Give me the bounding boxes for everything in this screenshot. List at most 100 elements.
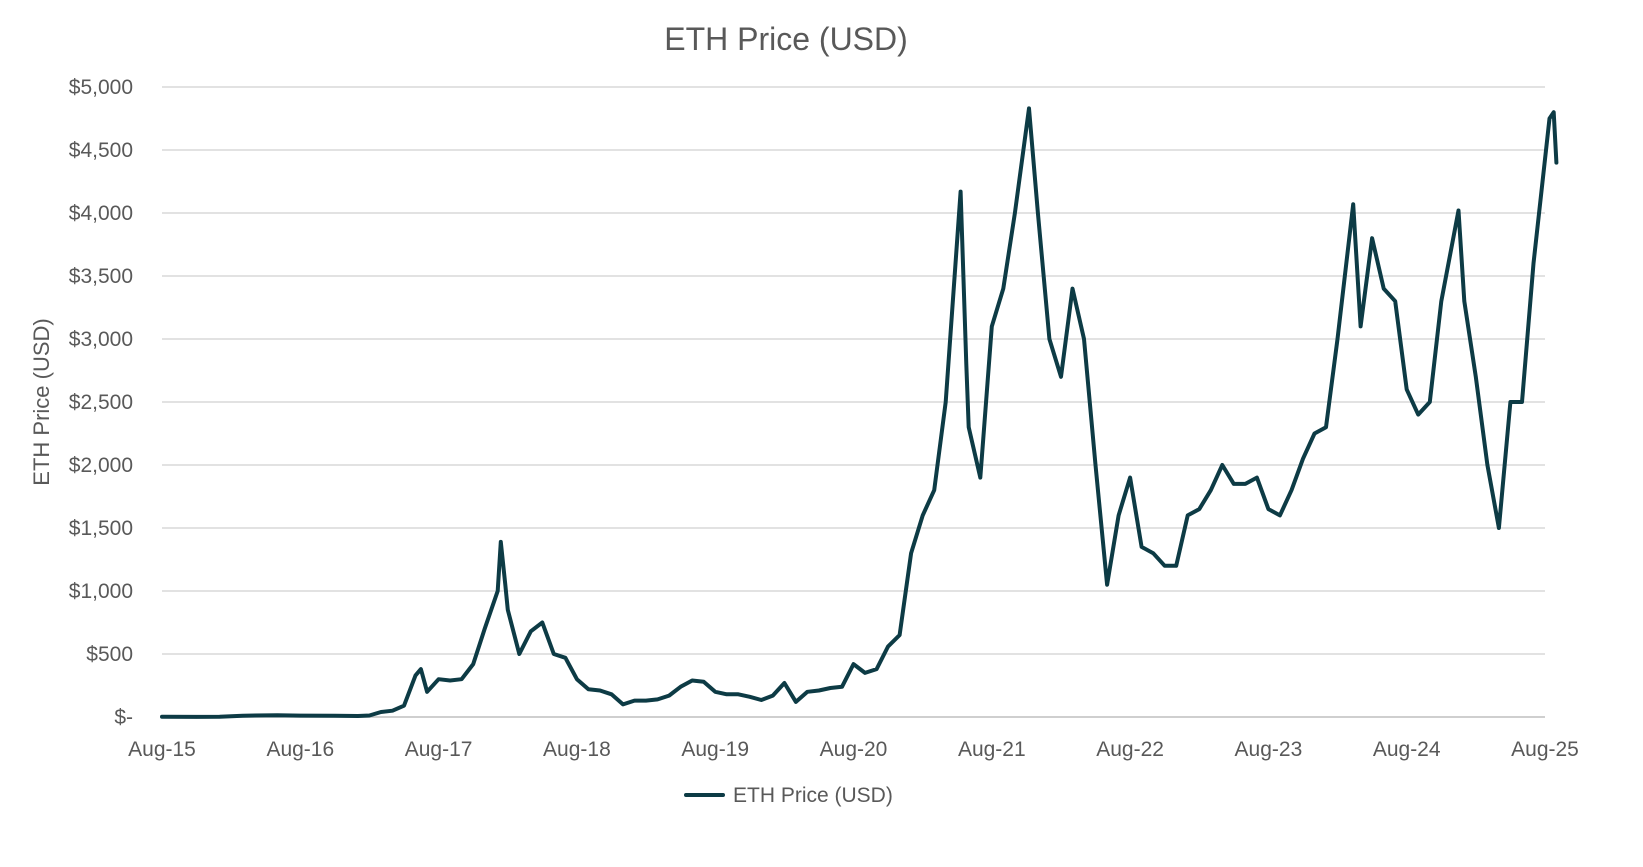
data-point: [887, 645, 889, 647]
data-point: [507, 609, 509, 611]
data-point: [1256, 477, 1258, 479]
data-point: [1337, 338, 1338, 340]
data-point: [965, 363, 967, 365]
data-point: [1164, 565, 1166, 567]
data-point: [1429, 401, 1431, 403]
y-tick-label: $1,000: [69, 580, 133, 603]
data-point: [334, 715, 336, 717]
legend-label: ETH Price (USD): [733, 784, 893, 807]
data-point: [1118, 514, 1120, 516]
data-point: [1233, 483, 1235, 485]
data-point: [1198, 508, 1200, 510]
data-point: [910, 552, 912, 554]
data-point: [1175, 565, 1177, 567]
y-tick-label: $4,000: [69, 202, 133, 225]
x-axis-tick-labels: Aug-15 Aug-16 Aug-17 Aug-18 Aug-19 Aug-20 Aug-…: [128, 738, 1579, 761]
data-point: [1221, 464, 1223, 466]
data-point: [564, 657, 566, 659]
data-point: [1279, 514, 1281, 516]
y-tick-label: $5,000: [69, 76, 133, 99]
data-point: [691, 680, 693, 681]
data-point: [242, 715, 244, 717]
data-point: [1521, 401, 1523, 403]
data-point: [1458, 210, 1459, 211]
data-point: [276, 714, 278, 716]
data-point: [1083, 338, 1085, 340]
data-point: [703, 681, 705, 683]
data-point: [899, 634, 901, 636]
data-point: [979, 477, 981, 479]
data-point: [1394, 300, 1396, 302]
data-point: [783, 682, 785, 684]
data-point: [161, 716, 163, 718]
data-point: [1406, 388, 1408, 390]
data-point: [1463, 300, 1465, 302]
data-point: [1440, 300, 1442, 302]
data-point: [645, 700, 647, 702]
data-point: [829, 687, 831, 689]
series-line-eth-price: [160, 106, 1559, 719]
data-point: [1028, 107, 1030, 109]
data-point: [553, 653, 555, 655]
x-tick-label: Aug-16: [266, 738, 334, 761]
data-point: [1244, 483, 1246, 485]
data-point: [500, 541, 502, 543]
data-point: [922, 514, 924, 516]
data-point: [680, 686, 682, 688]
data-point: [587, 688, 589, 690]
data-point: [1267, 508, 1269, 510]
data-point: [1037, 212, 1039, 214]
data-point: [518, 653, 520, 655]
y-tick-label: $2,500: [69, 391, 133, 414]
data-point: [438, 678, 440, 680]
data-point: [726, 693, 728, 695]
data-point: [1302, 458, 1304, 460]
data-point: [1048, 338, 1050, 340]
data-point: [392, 710, 393, 712]
data-point: [1314, 433, 1315, 434]
data-point: [1325, 426, 1327, 428]
data-point: [368, 715, 370, 716]
data-point: [945, 401, 947, 403]
y-tick-label: $1,500: [69, 517, 133, 540]
data-point: [1152, 552, 1154, 554]
data-point: [611, 693, 612, 695]
x-tick-label: Aug-22: [1096, 738, 1164, 761]
data-point: [968, 426, 970, 428]
data-point: [420, 668, 422, 670]
data-point: [380, 711, 382, 713]
data-point: [426, 691, 428, 693]
data-point: [818, 690, 820, 691]
y-tick-label: $3,000: [69, 328, 133, 351]
data-point: [1002, 288, 1004, 290]
data-point: [1014, 212, 1016, 214]
data-point: [806, 691, 808, 693]
data-point: [622, 703, 624, 705]
x-tick-label: Aug-19: [681, 738, 749, 761]
data-point: [504, 584, 506, 586]
data-point: [1509, 401, 1511, 403]
data-point: [1555, 162, 1557, 164]
data-point: [299, 715, 301, 717]
data-point: [1371, 237, 1373, 239]
data-point: [749, 696, 751, 698]
data-point: [737, 693, 739, 695]
data-point: [530, 630, 532, 632]
data-point: [1129, 477, 1131, 479]
x-tick-label: Aug-23: [1235, 738, 1303, 761]
gridlines: [162, 86, 1545, 718]
data-point: [841, 686, 843, 688]
data-point: [714, 691, 716, 693]
x-tick-label: Aug-25: [1511, 738, 1579, 761]
data-point: [1475, 376, 1477, 378]
data-point: [484, 628, 486, 630]
data-point: [415, 674, 416, 676]
y-tick-label: $4,500: [69, 139, 133, 162]
data-point: [1360, 325, 1362, 327]
data-point: [960, 191, 962, 193]
data-point: [760, 699, 762, 701]
x-tick-label: Aug-20: [820, 738, 888, 761]
x-tick-label: Aug-21: [958, 738, 1026, 761]
data-point: [472, 663, 474, 665]
